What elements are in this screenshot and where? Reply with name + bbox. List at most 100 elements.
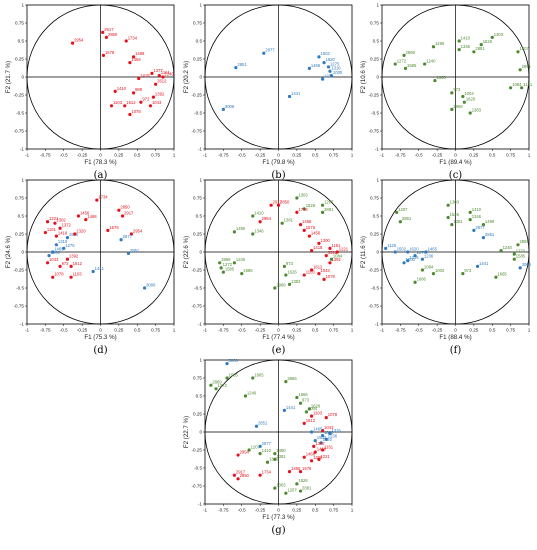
data-point bbox=[313, 450, 317, 454]
data-point-label: 1000 bbox=[324, 430, 334, 435]
data-point-label: 2954 bbox=[133, 228, 143, 233]
data-point bbox=[302, 273, 306, 277]
data-point bbox=[69, 275, 73, 279]
data-point bbox=[309, 430, 314, 434]
data-point-label: 1381 bbox=[453, 219, 463, 224]
data-point-label: 1392 bbox=[331, 257, 341, 262]
data-point bbox=[95, 198, 99, 202]
data-point-label: 1665 bbox=[254, 372, 264, 377]
y-tick-label: 0.75 bbox=[193, 196, 202, 201]
data-point-label: 1240 bbox=[164, 71, 174, 76]
data-point bbox=[262, 51, 266, 55]
data-point bbox=[403, 66, 408, 70]
x-tick-label: 0.75 bbox=[151, 153, 160, 158]
data-point-label: 1620 bbox=[326, 57, 336, 62]
data-point bbox=[302, 207, 306, 211]
x-tick-label: -0.75 bbox=[40, 153, 51, 158]
data-point bbox=[273, 457, 277, 461]
x-axis-label: F1 (79.8 %) bbox=[262, 159, 294, 166]
data-point bbox=[335, 250, 339, 254]
data-point bbox=[106, 228, 110, 232]
data-point bbox=[45, 261, 50, 265]
data-point bbox=[280, 221, 284, 225]
x-axis-label: F1 (89.4 %) bbox=[439, 159, 471, 166]
data-point-label: 1303 bbox=[276, 483, 286, 488]
data-point-label: 1468 bbox=[135, 51, 145, 56]
data-point-label: 2969 bbox=[453, 104, 463, 109]
data-point bbox=[309, 414, 314, 418]
y-tick-label: -1 bbox=[198, 502, 203, 507]
data-point-label: 1303 bbox=[298, 192, 308, 197]
data-point-label: 1626 bbox=[311, 403, 321, 408]
panel-caption: (a) bbox=[94, 170, 108, 181]
x-axis-label: F1 (78.3 %) bbox=[84, 159, 116, 166]
data-point bbox=[154, 82, 158, 86]
data-point bbox=[47, 254, 51, 258]
data-point-label: 1121 bbox=[523, 82, 533, 87]
data-point-label: 1410 bbox=[117, 86, 127, 91]
x-tick-label: -0.25 bbox=[432, 153, 443, 158]
data-point-label: 1125 bbox=[387, 243, 397, 248]
data-point bbox=[65, 236, 70, 240]
data-point bbox=[284, 491, 288, 495]
data-point bbox=[69, 264, 73, 268]
x-tick-label: -1 bbox=[380, 328, 385, 333]
x-tick-label: 0.5 bbox=[312, 328, 319, 333]
data-point-label: 1576 bbox=[109, 225, 119, 230]
data-point-label: 1490 bbox=[276, 448, 286, 453]
data-point bbox=[402, 261, 406, 265]
x-tick-label: -1 bbox=[203, 153, 208, 158]
data-point bbox=[328, 261, 332, 265]
data-point bbox=[307, 234, 311, 238]
data-point bbox=[53, 221, 57, 225]
data-point-label: 3006 bbox=[225, 104, 235, 109]
data-point-label: 1526 bbox=[298, 478, 308, 483]
data-point-label: 2881 bbox=[475, 46, 485, 51]
y-tick-label: 0.25 bbox=[15, 57, 24, 62]
data-point bbox=[446, 203, 450, 207]
data-point bbox=[258, 452, 262, 456]
x-tick-label: 0 bbox=[277, 328, 280, 333]
data-point-label: 1576 bbox=[302, 466, 312, 471]
data-point-label: 1207 bbox=[324, 200, 334, 205]
data-point bbox=[324, 254, 328, 258]
y-tick-label: 0 bbox=[199, 250, 202, 255]
data-point-label: 1346 bbox=[254, 228, 264, 233]
data-point-label: 1302 bbox=[56, 218, 66, 223]
data-point-label: 1161 bbox=[331, 243, 341, 248]
data-point-label: 2850 bbox=[280, 200, 290, 205]
data-point-label: 1346 bbox=[269, 457, 279, 462]
data-point bbox=[150, 71, 154, 75]
data-point-label: 1161 bbox=[161, 70, 171, 75]
x-tick-label: -0.75 bbox=[218, 153, 229, 158]
y-tick-label: 0.75 bbox=[370, 196, 379, 201]
data-point-label: 1207 bbox=[398, 207, 408, 212]
x-tick-label: 0 bbox=[99, 328, 102, 333]
x-tick-label: 0.25 bbox=[292, 328, 301, 333]
data-point bbox=[307, 407, 311, 411]
y-tick-label: 0 bbox=[376, 250, 379, 255]
y-tick-label: 0.25 bbox=[193, 57, 202, 62]
x-tick-label: 0.75 bbox=[151, 328, 160, 333]
data-point bbox=[468, 218, 472, 222]
data-point bbox=[433, 79, 437, 83]
data-point bbox=[247, 448, 251, 452]
data-point-label: 1665 bbox=[243, 268, 253, 273]
y-axis-label: F2 (20.2 %) bbox=[183, 61, 190, 93]
data-point bbox=[123, 104, 127, 108]
data-point bbox=[236, 477, 240, 481]
x-tick-label: 0 bbox=[454, 328, 457, 333]
data-point-label: 1441 bbox=[95, 266, 105, 271]
data-point bbox=[151, 95, 156, 99]
data-point-label: 1441 bbox=[479, 261, 489, 266]
data-point-label: 3512 bbox=[157, 79, 167, 84]
data-point-label: 1043 bbox=[320, 268, 330, 273]
data-point-label: 1734 bbox=[262, 470, 272, 475]
data-point bbox=[321, 203, 325, 207]
data-point-label: 1004 bbox=[435, 268, 445, 273]
data-point-label: 1346 bbox=[472, 214, 482, 219]
data-point bbox=[251, 232, 255, 236]
data-point-label: 1734 bbox=[98, 195, 108, 200]
data-point-label: 1585 bbox=[229, 372, 239, 377]
data-point bbox=[287, 470, 292, 474]
